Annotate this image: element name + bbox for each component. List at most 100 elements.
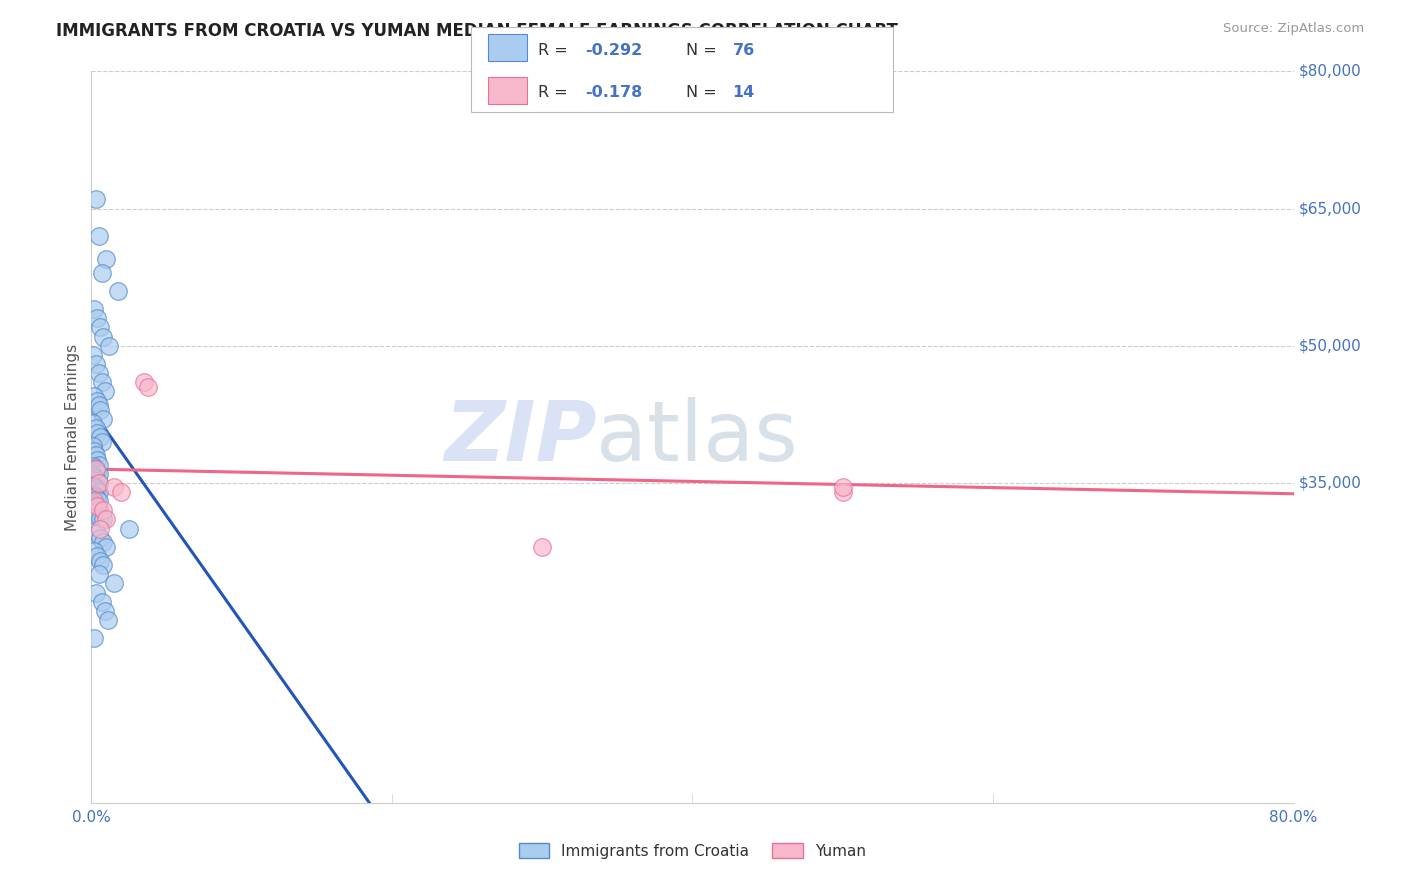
Point <box>103 480 125 494</box>
Point <box>87 366 110 380</box>
Point <box>89 553 111 567</box>
Point <box>87 398 110 412</box>
Point <box>86 465 108 479</box>
Point <box>84 462 107 476</box>
Legend: Immigrants from Croatia, Yuman: Immigrants from Croatia, Yuman <box>513 837 872 864</box>
Point <box>93 329 115 343</box>
Point <box>84 448 107 462</box>
Text: Source: ZipAtlas.com: Source: ZipAtlas.com <box>1223 22 1364 36</box>
Point <box>82 417 104 431</box>
Point <box>87 228 110 243</box>
Point <box>94 604 117 618</box>
Point <box>83 443 105 458</box>
Point <box>90 266 112 280</box>
Point <box>84 508 107 523</box>
Point <box>82 348 104 362</box>
Text: 14: 14 <box>733 86 755 101</box>
Point <box>89 510 111 524</box>
Point <box>87 467 110 481</box>
Point <box>831 485 853 500</box>
Point <box>89 320 111 334</box>
Text: R =: R = <box>538 43 574 58</box>
Text: $80,000: $80,000 <box>1299 64 1362 78</box>
Point <box>86 425 108 440</box>
Point <box>83 389 105 403</box>
Point <box>93 512 115 526</box>
Point <box>83 632 105 646</box>
Point <box>90 434 112 449</box>
Point <box>86 483 108 497</box>
Point <box>87 475 110 490</box>
Point <box>87 503 110 517</box>
Point <box>84 192 107 206</box>
Point <box>132 375 155 389</box>
Point <box>83 301 105 317</box>
Point <box>82 477 104 491</box>
Point <box>83 507 105 521</box>
Point <box>89 521 111 535</box>
Point <box>93 558 115 573</box>
Point <box>87 485 110 500</box>
Point <box>93 412 115 426</box>
Point <box>96 252 118 266</box>
Point <box>90 375 112 389</box>
Point <box>107 284 129 298</box>
Point <box>86 453 108 467</box>
Point <box>86 499 108 513</box>
Point <box>87 567 110 582</box>
Point <box>83 479 105 493</box>
Point <box>86 526 108 541</box>
Point <box>83 494 105 508</box>
Point <box>82 487 104 501</box>
Point <box>84 491 107 505</box>
Point <box>89 531 111 545</box>
Point <box>96 540 118 554</box>
Point <box>86 501 108 516</box>
Point <box>531 540 554 554</box>
Point <box>84 481 107 495</box>
Text: atlas: atlas <box>596 397 799 477</box>
Point <box>83 544 105 558</box>
Point <box>87 458 110 472</box>
Point <box>84 463 107 477</box>
Point <box>86 492 108 507</box>
Point <box>82 439 104 453</box>
Point <box>87 494 110 508</box>
Point <box>86 549 108 563</box>
Point <box>138 380 160 394</box>
Point <box>90 594 112 608</box>
Point <box>84 472 107 486</box>
Text: $35,000: $35,000 <box>1299 475 1362 491</box>
Text: N =: N = <box>686 43 723 58</box>
Point <box>93 503 115 517</box>
Text: $50,000: $50,000 <box>1299 338 1362 353</box>
Text: N =: N = <box>686 86 723 101</box>
Point <box>84 585 107 599</box>
Point <box>94 384 117 399</box>
Text: ZIP: ZIP <box>444 397 596 477</box>
Point <box>83 470 105 484</box>
Text: -0.178: -0.178 <box>585 86 643 101</box>
Point <box>84 421 107 435</box>
Point <box>110 485 132 500</box>
Point <box>87 475 110 490</box>
Point <box>86 311 108 326</box>
Point <box>82 459 104 474</box>
Point <box>93 535 115 549</box>
Point <box>89 402 111 417</box>
Point <box>86 474 108 488</box>
Text: 76: 76 <box>733 43 755 58</box>
Point <box>84 357 107 371</box>
Text: IMMIGRANTS FROM CROATIA VS YUMAN MEDIAN FEMALE EARNINGS CORRELATION CHART: IMMIGRANTS FROM CROATIA VS YUMAN MEDIAN … <box>56 22 898 40</box>
Point <box>98 338 121 352</box>
Point <box>96 512 118 526</box>
Point <box>83 498 105 512</box>
Point <box>82 468 104 483</box>
Point <box>97 613 120 627</box>
Point <box>82 505 104 519</box>
Point <box>118 521 141 535</box>
Y-axis label: Median Female Earnings: Median Female Earnings <box>65 343 80 531</box>
Point <box>831 480 853 494</box>
Point <box>103 576 125 591</box>
Point <box>84 500 107 514</box>
